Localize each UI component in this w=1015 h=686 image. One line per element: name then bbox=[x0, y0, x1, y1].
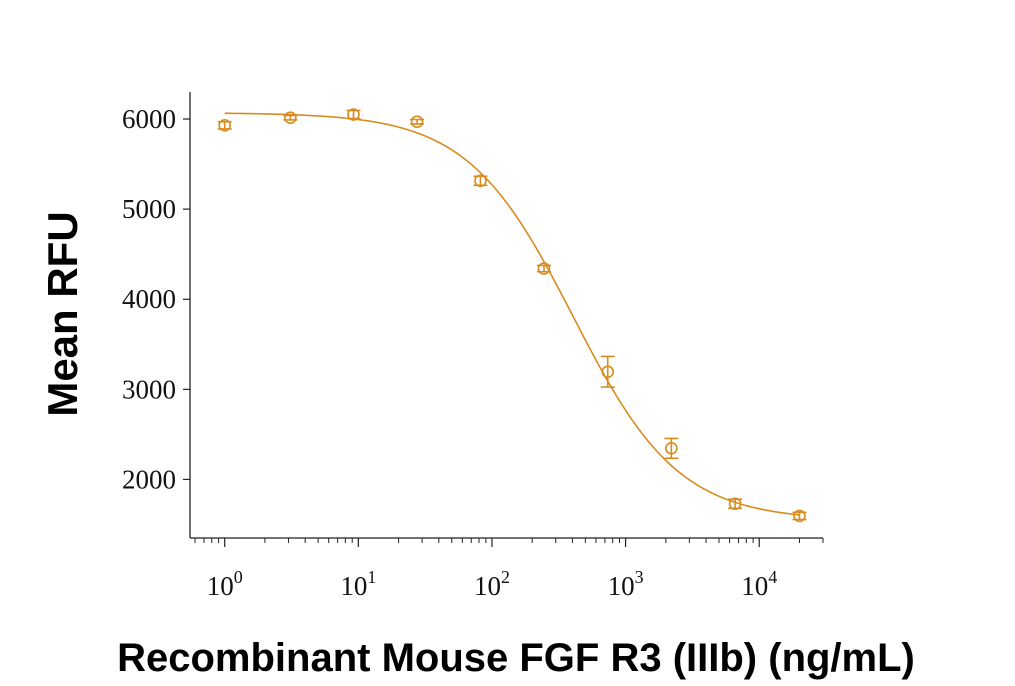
y-axis-title: Mean RFU bbox=[39, 211, 86, 416]
x-tick-label: 101 bbox=[340, 567, 376, 601]
point-marker bbox=[665, 442, 678, 455]
point-marker bbox=[347, 108, 360, 121]
x-tick-label: 100 bbox=[207, 567, 243, 601]
data-point bbox=[536, 262, 551, 275]
point-marker bbox=[728, 497, 742, 511]
data-point bbox=[728, 497, 743, 511]
data-point bbox=[346, 108, 361, 121]
tick-marks bbox=[183, 118, 824, 547]
point-marker bbox=[601, 365, 615, 379]
data-point bbox=[600, 355, 615, 388]
point-marker bbox=[410, 115, 424, 129]
y-tick-label: 6000 bbox=[122, 104, 176, 134]
data-point bbox=[217, 119, 232, 132]
data-point bbox=[283, 111, 298, 124]
x-tick-label: 104 bbox=[741, 567, 777, 601]
data-points bbox=[217, 108, 807, 523]
data-point bbox=[473, 174, 488, 188]
data-point bbox=[792, 509, 807, 523]
tick-labels: 2000 3000 4000 5000 6000 100 101 102 103 104 bbox=[122, 104, 777, 601]
point-marker bbox=[474, 174, 487, 188]
y-tick-label: 5000 bbox=[122, 194, 176, 224]
data-point bbox=[410, 115, 425, 129]
fit-curve bbox=[224, 112, 800, 516]
y-tick-label: 2000 bbox=[122, 464, 176, 494]
axes bbox=[189, 92, 823, 539]
point-marker bbox=[793, 509, 806, 523]
point-marker bbox=[218, 119, 231, 132]
y-tick-label: 4000 bbox=[122, 284, 176, 314]
point-marker bbox=[284, 111, 297, 124]
data-point bbox=[664, 437, 679, 460]
x-axis-title: Recombinant Mouse FGF R3 (IIIb) (ng/mL) bbox=[117, 636, 915, 680]
x-tick-label: 103 bbox=[608, 567, 644, 601]
x-tick-label: 102 bbox=[474, 567, 510, 601]
point-marker bbox=[537, 262, 551, 275]
y-tick-label: 3000 bbox=[122, 374, 176, 404]
